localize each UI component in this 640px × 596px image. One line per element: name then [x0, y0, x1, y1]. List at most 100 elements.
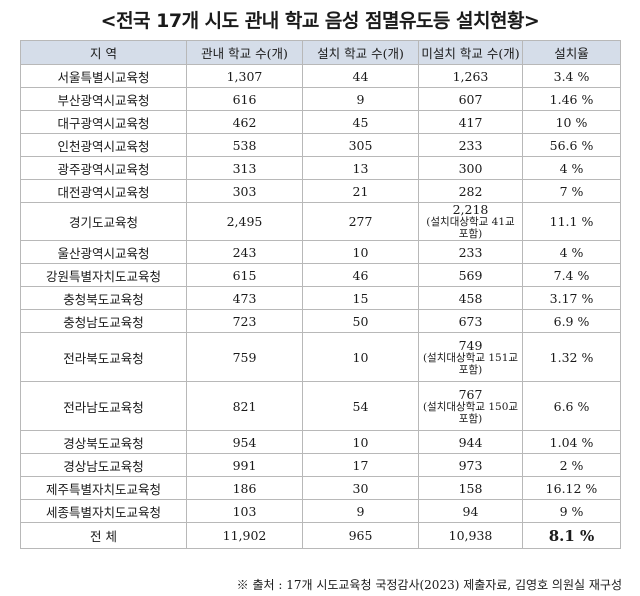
table-row: 부산광역시교육청 616 9 607 1.46 %	[20, 87, 621, 111]
region-cell: 충청남도교육청	[20, 309, 187, 333]
total-installed: 965	[302, 522, 419, 549]
total-schools-cell: 616	[186, 87, 303, 111]
installed-schools-cell: 10	[302, 430, 419, 454]
table-row: 제주특별자치도교육청 186 30 158 16.12 %	[20, 476, 621, 500]
total-schools-cell: 759	[186, 332, 303, 382]
not-installed-cell: 973	[418, 453, 523, 477]
not-installed-cell: 417	[418, 110, 523, 134]
header-installation-rate: 설치율	[522, 40, 621, 65]
installed-schools-cell: 10	[302, 240, 419, 264]
installed-schools-cell: 44	[302, 64, 419, 88]
table-header-row: 지 역 관내 학교 수(개) 설치 학교 수(개) 미설치 학교 수(개) 설치…	[20, 40, 621, 65]
installation-rate-cell: 2 %	[522, 453, 621, 477]
not-installed-cell: 300	[418, 156, 523, 180]
not-installed-cell: 749 (설치대상학교 151교 포함)	[418, 332, 523, 382]
table-row: 강원특별자치도교육청 615 46 569 7.4 %	[20, 263, 621, 287]
installed-schools-cell: 9	[302, 499, 419, 523]
installed-schools-cell: 46	[302, 263, 419, 287]
installed-schools-cell: 13	[302, 156, 419, 180]
installation-rate-cell: 7 %	[522, 179, 621, 203]
region-cell: 대전광역시교육청	[20, 179, 187, 203]
table-row: 충청북도교육청 473 15 458 3.17 %	[20, 286, 621, 310]
region-cell: 전라북도교육청	[20, 332, 187, 382]
not-installed-cell: 569	[418, 263, 523, 287]
not-installed-cell: 282	[418, 179, 523, 203]
installed-schools-cell: 50	[302, 309, 419, 333]
not-installed-cell: 458	[418, 286, 523, 310]
not-installed-cell: 944	[418, 430, 523, 454]
not-installed-cell: 94	[418, 499, 523, 523]
total-not-installed: 10,938	[418, 522, 523, 549]
header-total-schools: 관내 학교 수(개)	[186, 40, 303, 65]
table-row: 전라남도교육청 821 54 767 (설치대상학교 150교 포함) 6.6 %	[20, 381, 621, 431]
installed-schools-cell: 45	[302, 110, 419, 134]
installed-schools-cell: 54	[302, 381, 419, 431]
total-rate: 8.1 %	[522, 522, 621, 549]
total-schools-cell: 821	[186, 381, 303, 431]
region-cell: 광주광역시교육청	[20, 156, 187, 180]
table-row: 충청남도교육청 723 50 673 6.9 %	[20, 309, 621, 333]
header-region: 지 역	[20, 40, 187, 65]
installation-rate-cell: 1.46 %	[522, 87, 621, 111]
region-cell: 세종특별자치도교육청	[20, 499, 187, 523]
region-cell: 제주특별자치도교육청	[20, 476, 187, 500]
installation-rate-cell: 11.1 %	[522, 202, 621, 241]
total-schools-cell: 186	[186, 476, 303, 500]
installed-schools-cell: 9	[302, 87, 419, 111]
target-school-note: (설치대상학교 150교 포함)	[422, 400, 519, 425]
table-row: 세종특별자치도교육청 103 9 94 9 %	[20, 499, 621, 523]
region-cell: 경상남도교육청	[20, 453, 187, 477]
installation-rate-cell: 7.4 %	[522, 263, 621, 287]
table-row: 대전광역시교육청 303 21 282 7 %	[20, 179, 621, 203]
document-title: <전국 17개 시도 관내 학교 음성 점멸유도등 설치현황>	[100, 10, 540, 32]
total-schools-cell: 615	[186, 263, 303, 287]
installed-schools-cell: 17	[302, 453, 419, 477]
region-cell: 서울특별시교육청	[20, 64, 187, 88]
source-note: ※ 출처 : 17개 시도교육청 국정감사(2023) 제출자료, 김영호 의원…	[236, 578, 622, 592]
not-installed-cell: 233	[418, 240, 523, 264]
not-installed-cell: 607	[418, 87, 523, 111]
not-installed-cell: 767 (설치대상학교 150교 포함)	[418, 381, 523, 431]
table-row: 전라북도교육청 759 10 749 (설치대상학교 151교 포함) 1.32 %	[20, 332, 621, 382]
target-school-note: (설치대상학교 41교 포함)	[426, 216, 515, 240]
installed-schools-cell: 277	[302, 202, 419, 241]
table-row: 서울특별시교육청 1,307 44 1,263 3.4 %	[20, 64, 621, 88]
header-not-installed-schools: 미설치 학교 수(개)	[418, 40, 523, 65]
total-schools-cell: 991	[186, 453, 303, 477]
region-cell: 울산광역시교육청	[20, 240, 187, 264]
total-schools-cell: 243	[186, 240, 303, 264]
total-schools-cell: 2,495	[186, 202, 303, 241]
total-region: 전 체	[20, 522, 187, 549]
installation-rate-cell: 56.6 %	[522, 133, 621, 157]
header-installed-schools: 설치 학교 수(개)	[302, 40, 419, 65]
installation-rate-cell: 9 %	[522, 499, 621, 523]
installed-schools-cell: 30	[302, 476, 419, 500]
total-schools-cell: 1,307	[186, 64, 303, 88]
installation-rate-cell: 6.6 %	[522, 381, 621, 431]
not-installed-cell: 2,218 (설치대상학교 41교 포함)	[418, 202, 523, 241]
total-schools-cell: 462	[186, 110, 303, 134]
installation-rate-cell: 3.4 %	[522, 64, 621, 88]
region-cell: 대구광역시교육청	[20, 110, 187, 134]
region-cell: 경상북도교육청	[20, 430, 187, 454]
installation-rate-cell: 1.04 %	[522, 430, 621, 454]
table-row: 인천광역시교육청 538 305 233 56.6 %	[20, 133, 621, 157]
total-row: 전 체 11,902 965 10,938 8.1 %	[20, 522, 621, 549]
installed-schools-cell: 15	[302, 286, 419, 310]
region-cell: 경기도교육청	[20, 202, 187, 241]
installation-rate-cell: 16.12 %	[522, 476, 621, 500]
not-installed-value: 749	[458, 337, 483, 353]
not-installed-value: 767	[458, 386, 483, 402]
table-row: 울산광역시교육청 243 10 233 4 %	[20, 240, 621, 264]
table-row: 경상북도교육청 954 10 944 1.04 %	[20, 430, 621, 454]
region-cell: 부산광역시교육청	[20, 87, 187, 111]
total-schools-cell: 723	[186, 309, 303, 333]
table-row: 경기도교육청 2,495 277 2,218 (설치대상학교 41교 포함) 11.1 %	[20, 202, 621, 241]
installed-schools-cell: 305	[302, 133, 419, 157]
installation-rate-cell: 4 %	[522, 240, 621, 264]
not-installed-value: 2,218	[452, 202, 489, 217]
total-schools-cell: 103	[186, 499, 303, 523]
table-row: 대구광역시교육청 462 45 417 10 %	[20, 110, 621, 134]
total-schools-cell: 473	[186, 286, 303, 310]
